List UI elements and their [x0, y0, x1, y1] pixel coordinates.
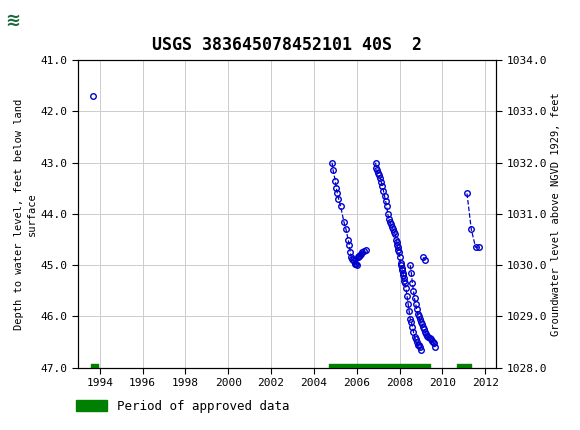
- Title: USGS 383645078452101 40S  2: USGS 383645078452101 40S 2: [152, 37, 422, 55]
- Text: USGS: USGS: [23, 13, 70, 28]
- Text: ≋: ≋: [5, 12, 20, 29]
- FancyBboxPatch shape: [3, 2, 70, 39]
- Y-axis label: Groundwater level above NGVD 1929, feet: Groundwater level above NGVD 1929, feet: [551, 92, 561, 336]
- Y-axis label: Depth to water level, feet below land
surface: Depth to water level, feet below land su…: [13, 98, 37, 329]
- Legend: Period of approved data: Period of approved data: [76, 400, 289, 413]
